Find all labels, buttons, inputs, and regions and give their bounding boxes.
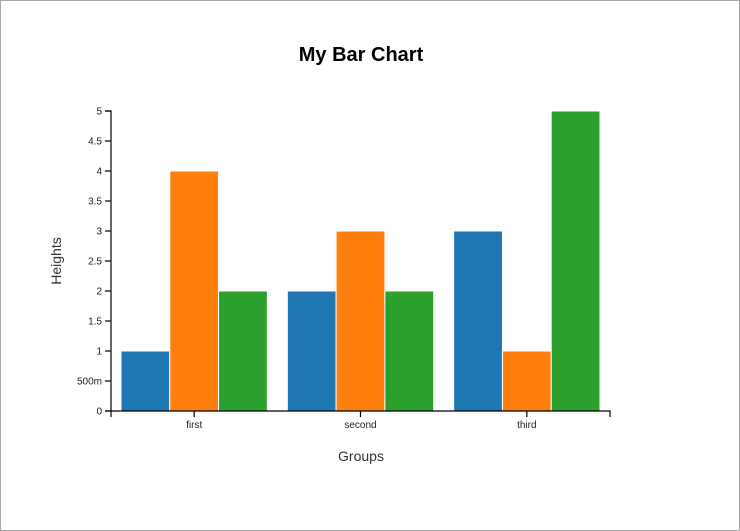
chart-title: My Bar Chart [299,44,424,66]
bar-first-series-2 [169,170,220,412]
y-tick-label: 3 [96,227,102,238]
y-axis-label: Heights [48,237,64,284]
x-tick-label-second: second [344,420,376,431]
y-tick-label: 1 [96,347,102,358]
y-tick-label: 4.5 [88,137,102,148]
bar-first-series-1 [120,350,171,412]
bar-second-series-3 [384,290,435,412]
x-axis-label: Groups [338,448,384,464]
y-tick-label: 5 [96,107,102,118]
bar-first-series-3 [218,290,268,412]
bar-third-series-1 [453,230,503,412]
x-axis: first second third [110,410,611,431]
y-tick-label: 0 [96,407,102,418]
y-tick-label: 2.5 [88,257,102,268]
y-axis: 0 500m 1 1.5 2 2.5 3 3.5 4 4.5 5 [77,107,112,418]
x-tick-label-first: first [186,420,202,431]
bars-group [120,110,601,412]
y-tick-label: 3.5 [88,197,102,208]
bar-third-series-3 [550,110,601,412]
x-tick-label-third: third [517,420,536,431]
y-tick-label: 1.5 [88,317,102,328]
y-tick-label: 500m [77,377,102,388]
y-tick-label: 4 [96,167,102,178]
bar-second-series-2 [335,230,386,412]
bar-second-series-1 [286,290,337,412]
bar-third-series-2 [501,350,552,412]
y-tick-label: 2 [96,287,102,298]
